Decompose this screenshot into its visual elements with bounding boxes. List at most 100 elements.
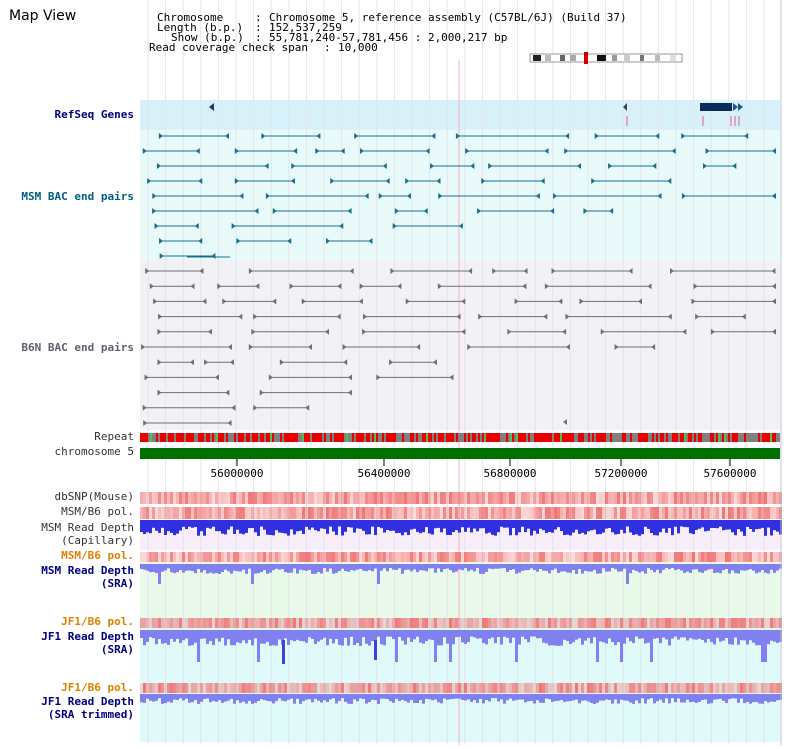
jf1-pol-cell: [437, 683, 440, 693]
jf1-trim-depth-bar: [698, 694, 701, 702]
jf1-sra-depth-bar: [200, 630, 203, 639]
msm-pol-cell: [728, 507, 731, 519]
msm-sra-depth-bar: [203, 564, 206, 571]
msm-cap-depth-bar: [671, 520, 674, 536]
jf1-pol-cell: [278, 683, 281, 693]
jf1-pol-cell: [683, 683, 686, 693]
track-label-msm-bac[interactable]: MSM BAC end pairs: [21, 190, 134, 203]
repeat-cell: [284, 433, 286, 442]
msm-pol-cell: [218, 507, 221, 519]
msm-pol-cell: [257, 507, 260, 519]
msm-sra-depth-bar: [623, 564, 626, 569]
repeat-cell: [716, 433, 718, 442]
jf1-pol-cell: [710, 683, 713, 693]
track-label-jf1-depth-trim: JF1 Read Depth: [41, 695, 134, 708]
jf1-trim-depth-bar: [179, 694, 182, 699]
msm-sra-depth-bar: [563, 564, 566, 572]
repeat-cell: [452, 433, 454, 442]
jf1-pol-cell: [389, 618, 392, 628]
msm-pol-cell: [419, 552, 422, 562]
jf1-trim-depth-bar: [452, 694, 455, 699]
repeat-cell: [682, 433, 684, 442]
msm-sra-depth-bar: [149, 564, 152, 573]
repeat-cell: [314, 433, 316, 442]
jf1-trim-depth-bar: [749, 694, 752, 704]
msm-pol-cell: [632, 507, 635, 519]
msm-cap-depth-bar: [692, 520, 695, 535]
msm-sra-depth-bar: [467, 564, 470, 572]
jf1-sra-depth-bar: [365, 630, 368, 644]
msm-cap-depth-bar: [683, 520, 686, 528]
jf1-trim-depth-bar: [215, 694, 218, 702]
repeat-cell: [246, 433, 248, 442]
msm-pol-cell: [545, 552, 548, 562]
msm-sra-depth-bar: [455, 564, 458, 572]
repeat-cell: [632, 433, 634, 442]
jf1-trim-depth-bar: [278, 694, 281, 699]
msm-sra-depth-bar: [197, 564, 200, 569]
jf1-pol-cell: [518, 683, 521, 693]
jf1-pol-cell: [350, 618, 353, 628]
msm-cap-depth-bar: [386, 520, 389, 530]
dbsnp-cell: [242, 492, 245, 504]
jf1-trim-depth-bar: [230, 694, 233, 699]
msm-pol-cell: [470, 552, 473, 562]
jf1-trim-depth-bar: [542, 694, 545, 703]
msm-sra-depth-bar: [275, 564, 278, 569]
msm-pol-cell: [776, 507, 779, 519]
dbsnp-cell: [164, 492, 167, 504]
dbsnp-cell: [437, 492, 440, 504]
jf1-pol-cell: [311, 618, 314, 628]
ideogram-marker: [584, 52, 588, 64]
b6n-bac-pair-end: [337, 283, 342, 290]
jf1-pol-cell: [374, 683, 377, 693]
jf1-sra-depth-bar: [530, 630, 533, 637]
repeat-cell: [438, 433, 440, 442]
msm-pol-cell: [197, 507, 200, 519]
jf1-pol-cell: [680, 683, 683, 693]
msm-pol-cell: [287, 552, 290, 562]
msm-pol-cell: [287, 507, 290, 519]
msm-cap-depth-bar: [158, 520, 161, 533]
repeat-cell: [454, 433, 456, 442]
b6n-bac-pair-end: [522, 283, 527, 290]
jf1-pol-cell: [722, 683, 725, 693]
jf1-pol-cell: [266, 683, 269, 693]
jf1-sra-depth-bar: [602, 630, 605, 643]
msm-cap-depth-bar: [764, 520, 767, 536]
jf1-sra-depth-bar: [332, 630, 335, 644]
dbsnp-cell: [719, 492, 722, 504]
track-label-refseq[interactable]: RefSeq Genes: [54, 108, 134, 121]
msm-pol-cell: [539, 552, 542, 562]
jf1-pol-cell: [158, 683, 161, 693]
msm-cap-depth-bar: [431, 520, 434, 535]
jf1-pol-cell: [227, 618, 230, 628]
repeat-cell: [528, 433, 530, 442]
msm-cap-depth-bar: [284, 520, 287, 534]
repeat-cell: [242, 433, 244, 442]
info-value-show: 55,781,240-57,781,456 : 2,000,217 bp: [269, 31, 508, 44]
msm-pol-cell: [686, 507, 689, 519]
jf1-sra-depth-bar: [764, 630, 767, 662]
jf1-pol-cell: [515, 618, 518, 628]
msm-pol-cell: [374, 507, 377, 519]
repeat-cell: [208, 433, 210, 442]
dbsnp-cell: [359, 492, 362, 504]
repeat-cell: [746, 433, 748, 442]
msm-sra-depth-bar: [686, 564, 689, 572]
msm-pol-cell: [449, 552, 452, 562]
jf1-pol-cell: [404, 618, 407, 628]
repeat-cell: [230, 433, 232, 442]
track-label-b6n-bac[interactable]: B6N BAC end pairs: [21, 341, 134, 354]
msm-pol-cell: [419, 507, 422, 519]
msm-cap-depth-bar: [278, 520, 281, 533]
msm-pol-cell: [473, 552, 476, 562]
jf1-sra-depth-bar: [641, 630, 644, 639]
msm-cap-depth-bar: [473, 520, 476, 529]
repeat-cell: [232, 433, 234, 442]
jf1-pol-cell: [428, 683, 431, 693]
repeat-cell: [764, 433, 766, 442]
msm-pol-cell: [473, 507, 476, 519]
msm-cap-depth-bar: [266, 520, 269, 535]
